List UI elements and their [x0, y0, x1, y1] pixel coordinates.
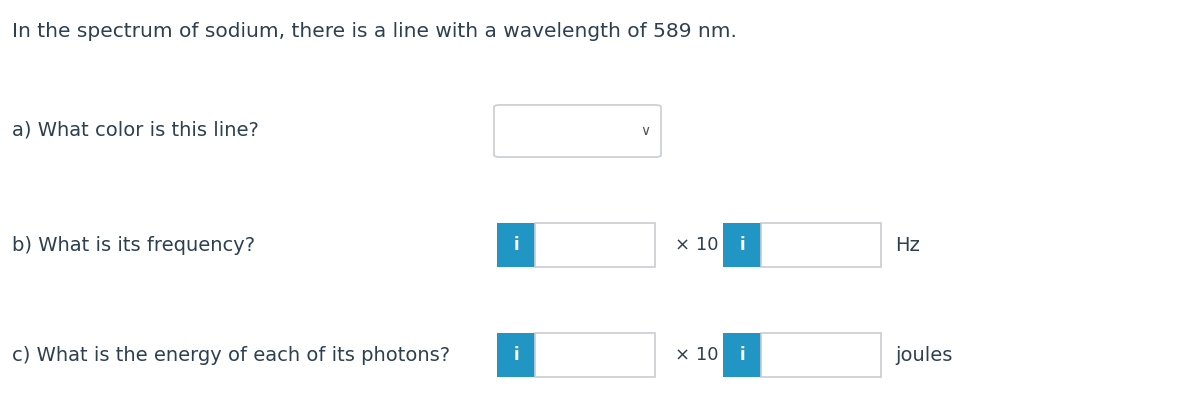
FancyBboxPatch shape	[494, 105, 661, 157]
Text: In the spectrum of sodium, there is a line with a wavelength of 589 nm.: In the spectrum of sodium, there is a li…	[12, 22, 737, 41]
FancyBboxPatch shape	[722, 333, 761, 377]
Text: i: i	[514, 236, 518, 254]
FancyBboxPatch shape	[497, 333, 535, 377]
Text: Hz: Hz	[895, 236, 920, 254]
Text: ∨: ∨	[640, 124, 650, 138]
FancyBboxPatch shape	[761, 333, 881, 377]
Text: × 10: × 10	[674, 236, 719, 254]
FancyBboxPatch shape	[722, 223, 761, 267]
FancyBboxPatch shape	[535, 333, 655, 377]
Text: i: i	[514, 346, 518, 364]
Text: × 10: × 10	[674, 346, 719, 364]
Text: c) What is the energy of each of its photons?: c) What is the energy of each of its pho…	[12, 346, 450, 365]
Text: i: i	[739, 236, 745, 254]
FancyBboxPatch shape	[535, 223, 655, 267]
Text: joules: joules	[895, 346, 953, 365]
Text: a) What color is this line?: a) What color is this line?	[12, 120, 259, 139]
FancyBboxPatch shape	[497, 223, 535, 267]
Text: i: i	[739, 346, 745, 364]
Text: b) What is its frequency?: b) What is its frequency?	[12, 236, 256, 254]
FancyBboxPatch shape	[761, 223, 881, 267]
